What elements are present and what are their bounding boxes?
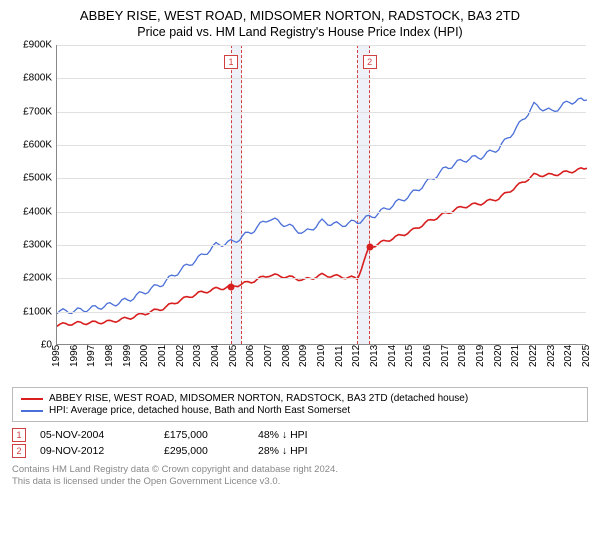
chart-area: £0£100K£200K£300K£400K£500K£600K£700K£80… [12, 45, 588, 385]
chart-container: ABBEY RISE, WEST ROAD, MIDSOMER NORTON, … [0, 0, 600, 495]
gridline [57, 112, 586, 113]
y-axis-label: £900K [23, 40, 52, 51]
title-address: ABBEY RISE, WEST ROAD, MIDSOMER NORTON, … [12, 8, 588, 23]
sale-dot [228, 283, 235, 290]
footer-line1: Contains HM Land Registry data © Crown c… [12, 464, 588, 476]
x-axis-label: 2006 [245, 345, 256, 367]
x-axis-label: 2020 [493, 345, 504, 367]
sale-dot [366, 243, 373, 250]
x-axis: 1995199619971998199920002001200220032004… [56, 345, 586, 385]
sale-row-marker: 1 [12, 428, 26, 442]
sale-row-date: 05-NOV-2004 [40, 429, 150, 441]
x-axis-label: 2016 [422, 345, 433, 367]
x-axis-label: 1996 [69, 345, 80, 367]
x-axis-label: 2019 [475, 345, 486, 367]
x-axis-label: 2012 [351, 345, 362, 367]
line-series-svg [57, 45, 587, 345]
legend-box: ABBEY RISE, WEST ROAD, MIDSOMER NORTON, … [12, 387, 588, 422]
gridline [57, 245, 586, 246]
y-axis-label: £200K [23, 273, 52, 284]
legend-label: ABBEY RISE, WEST ROAD, MIDSOMER NORTON, … [49, 393, 468, 404]
footer-line2: This data is licensed under the Open Gov… [12, 476, 588, 488]
y-axis-label: £800K [23, 73, 52, 84]
x-axis-label: 2010 [316, 345, 327, 367]
sales-table: 1 05-NOV-2004 £175,000 48% ↓ HPI 2 09-NOV-201… [12, 428, 588, 458]
footer-attribution: Contains HM Land Registry data © Crown c… [12, 464, 588, 489]
gridline [57, 278, 586, 279]
x-axis-label: 2018 [457, 345, 468, 367]
x-axis-label: 2005 [228, 345, 239, 367]
gridline [57, 212, 586, 213]
sale-row: 2 09-NOV-2012 £295,000 28% ↓ HPI [12, 444, 588, 458]
x-axis-label: 2001 [157, 345, 168, 367]
gridline [57, 78, 586, 79]
plot-region: 12 [56, 45, 586, 345]
legend-item: HPI: Average price, detached house, Bath… [21, 405, 579, 416]
x-axis-label: 2000 [139, 345, 150, 367]
y-axis-label: £600K [23, 140, 52, 151]
sale-row: 1 05-NOV-2004 £175,000 48% ↓ HPI [12, 428, 588, 442]
x-axis-label: 1999 [122, 345, 133, 367]
sale-row-price: £175,000 [164, 429, 244, 441]
legend-label: HPI: Average price, detached house, Bath… [49, 405, 350, 416]
y-axis-label: £100K [23, 306, 52, 317]
x-axis-label: 1997 [86, 345, 97, 367]
sale-row-price: £295,000 [164, 445, 244, 457]
legend-swatch [21, 410, 43, 412]
sale-row-marker: 2 [12, 444, 26, 458]
x-axis-label: 2003 [192, 345, 203, 367]
sale-marker-2: 2 [363, 55, 377, 69]
sale-row-delta: 28% ↓ HPI [258, 445, 358, 457]
series-property_price [57, 168, 587, 326]
x-axis-label: 2011 [334, 345, 345, 367]
title-subtitle: Price paid vs. HM Land Registry's House … [12, 25, 588, 39]
x-axis-label: 2022 [528, 345, 539, 367]
y-axis-label: £400K [23, 206, 52, 217]
sale-row-delta: 48% ↓ HPI [258, 429, 358, 441]
y-axis-label: £700K [23, 106, 52, 117]
x-axis-label: 2017 [440, 345, 451, 367]
y-axis: £0£100K£200K£300K£400K£500K£600K£700K£80… [12, 45, 56, 345]
legend-item: ABBEY RISE, WEST ROAD, MIDSOMER NORTON, … [21, 393, 579, 404]
gridline [57, 145, 586, 146]
series-hpi [57, 98, 587, 314]
y-axis-label: £500K [23, 173, 52, 184]
x-axis-label: 1995 [51, 345, 62, 367]
x-axis-label: 2015 [404, 345, 415, 367]
x-axis-label: 2009 [298, 345, 309, 367]
x-axis-label: 2025 [581, 345, 592, 367]
y-axis-label: £300K [23, 240, 52, 251]
x-axis-label: 2004 [210, 345, 221, 367]
sale-row-date: 09-NOV-2012 [40, 445, 150, 457]
x-axis-label: 2008 [281, 345, 292, 367]
x-axis-label: 2014 [387, 345, 398, 367]
x-axis-label: 2024 [563, 345, 574, 367]
gridline [57, 45, 586, 46]
gridline [57, 312, 586, 313]
x-axis-label: 2007 [263, 345, 274, 367]
x-axis-label: 2002 [175, 345, 186, 367]
x-axis-label: 2013 [369, 345, 380, 367]
x-axis-label: 2023 [546, 345, 557, 367]
x-axis-label: 2021 [510, 345, 521, 367]
x-axis-label: 1998 [104, 345, 115, 367]
gridline [57, 178, 586, 179]
sale-marker-1: 1 [224, 55, 238, 69]
legend-swatch [21, 398, 43, 400]
